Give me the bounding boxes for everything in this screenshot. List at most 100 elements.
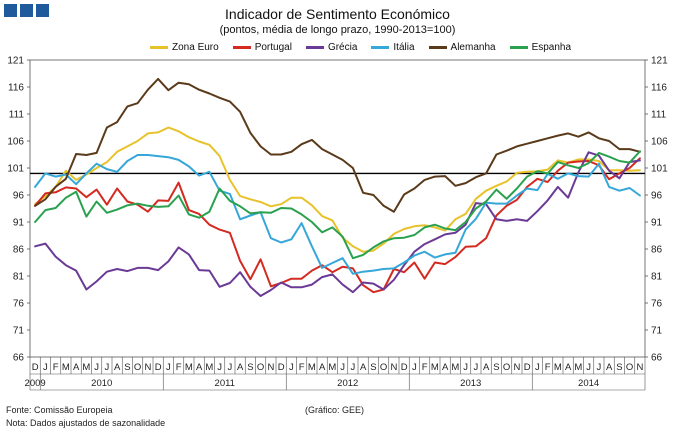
series-line-alemanha bbox=[34, 77, 641, 213]
x-month-label: J bbox=[228, 362, 233, 373]
y-tick-label-left: 81 bbox=[13, 272, 25, 283]
x-month-label: A bbox=[606, 362, 613, 373]
x-month-label: M bbox=[451, 362, 459, 373]
series-line-italia bbox=[34, 154, 641, 275]
x-month-label: A bbox=[237, 362, 244, 373]
y-tick-label-right: 111 bbox=[651, 110, 667, 121]
x-month-label: J bbox=[474, 362, 479, 373]
x-month-label: D bbox=[155, 362, 162, 373]
x-month-label: S bbox=[370, 362, 376, 373]
y-tick-label-right: 76 bbox=[651, 299, 663, 310]
x-month-label: M bbox=[205, 362, 213, 373]
legend-item-italia: Itália bbox=[371, 42, 415, 53]
y-tick-label-left: 101 bbox=[7, 164, 24, 175]
x-month-label: J bbox=[463, 362, 468, 373]
y-tick-label-right: 101 bbox=[651, 164, 668, 175]
x-month-label: N bbox=[267, 362, 274, 373]
x-month-label: M bbox=[431, 362, 439, 373]
legend-label: Grécia bbox=[327, 42, 358, 53]
chart-subtitle: (pontos, média de longo prazo, 1990-2013… bbox=[219, 24, 456, 36]
chart-legend: Zona Euro Portugal Grécia Itália Alemanha Esp… bbox=[150, 42, 571, 53]
x-month-label: A bbox=[319, 362, 326, 373]
y-tick-label-left: 116 bbox=[8, 83, 24, 94]
x-month-label: S bbox=[124, 362, 130, 373]
x-month-label: D bbox=[32, 362, 39, 373]
x-month-label: J bbox=[586, 362, 591, 373]
x-month-label: M bbox=[62, 362, 70, 373]
y-tick-label-left: 76 bbox=[13, 299, 25, 310]
y-tick-label-right: 116 bbox=[651, 83, 667, 94]
x-month-label: F bbox=[545, 362, 551, 373]
x-month-label: O bbox=[626, 362, 633, 373]
corner-square bbox=[4, 4, 17, 17]
corner-square bbox=[20, 4, 33, 17]
year-label: 2010 bbox=[91, 378, 112, 389]
x-month-label: M bbox=[82, 362, 90, 373]
x-month-label: N bbox=[390, 362, 397, 373]
x-month-label: J bbox=[340, 362, 345, 373]
chart-title: Indicador de Sentimento Económico bbox=[225, 6, 450, 22]
x-month-label: M bbox=[554, 362, 562, 373]
y-tick-label-left: 66 bbox=[13, 353, 25, 364]
x-month-label: O bbox=[503, 362, 510, 373]
legend-label: Itália bbox=[393, 42, 415, 53]
y-tick-label-right: 71 bbox=[651, 326, 663, 337]
series-line-espanha bbox=[34, 150, 641, 260]
y-tick-label-right: 121 bbox=[651, 56, 668, 67]
x-month-label: J bbox=[43, 362, 48, 373]
y-tick-label-right: 81 bbox=[651, 272, 663, 283]
x-month-label: O bbox=[380, 362, 387, 373]
legend-item-zona-euro: Zona Euro bbox=[150, 42, 219, 53]
y-tick-label-right: 96 bbox=[651, 191, 663, 202]
x-month-label: A bbox=[483, 362, 490, 373]
legend-item-espanha: Espanha bbox=[509, 42, 571, 53]
x-month-label: O bbox=[134, 362, 141, 373]
year-label: 2014 bbox=[578, 378, 599, 389]
x-month-label: D bbox=[401, 362, 408, 373]
year-label: 2009 bbox=[25, 378, 46, 389]
x-month-label: A bbox=[73, 362, 80, 373]
x-month-label: J bbox=[289, 362, 294, 373]
legend-item-alemanha: Alemanha bbox=[428, 42, 496, 53]
graph-credit: (Gráfico: GEE) bbox=[305, 405, 365, 415]
y-tick-label-left: 106 bbox=[7, 137, 24, 148]
x-month-label: O bbox=[257, 362, 264, 373]
x-month-label: S bbox=[616, 362, 622, 373]
x-month-label: J bbox=[166, 362, 171, 373]
legend-item-portugal: Portugal bbox=[232, 42, 292, 53]
legend-swatch bbox=[150, 46, 168, 49]
x-month-label: F bbox=[299, 362, 305, 373]
legend-swatch bbox=[371, 46, 390, 49]
x-month-label: J bbox=[597, 362, 602, 373]
y-tick-label-right: 106 bbox=[651, 137, 668, 148]
series-line-grecia bbox=[34, 151, 641, 297]
x-month-label: N bbox=[636, 362, 643, 373]
legend-swatch bbox=[509, 46, 528, 49]
x-month-label: J bbox=[94, 362, 99, 373]
y-tick-label-left: 96 bbox=[13, 191, 25, 202]
x-month-label: J bbox=[105, 362, 110, 373]
corner-decoration bbox=[4, 4, 49, 17]
x-month-label: D bbox=[524, 362, 531, 373]
y-tick-label-right: 66 bbox=[651, 353, 663, 364]
legend-swatch bbox=[305, 46, 324, 49]
corner-square bbox=[36, 4, 49, 17]
y-tick-label-left: 121 bbox=[7, 56, 24, 67]
x-month-label: J bbox=[351, 362, 356, 373]
y-tick-label-right: 86 bbox=[651, 245, 663, 256]
x-month-label: M bbox=[574, 362, 582, 373]
x-month-label: D bbox=[278, 362, 285, 373]
legend-label: Portugal bbox=[254, 42, 292, 53]
x-month-label: M bbox=[328, 362, 336, 373]
legend-swatch bbox=[232, 46, 251, 49]
year-label: 2013 bbox=[460, 378, 481, 389]
x-month-label: S bbox=[493, 362, 499, 373]
x-month-label: A bbox=[442, 362, 449, 373]
y-tick-label-left: 111 bbox=[9, 110, 25, 121]
x-month-label: F bbox=[53, 362, 59, 373]
legend-label: Zona Euro bbox=[172, 42, 219, 53]
x-month-label: F bbox=[422, 362, 428, 373]
x-month-label: J bbox=[217, 362, 222, 373]
x-month-label: N bbox=[513, 362, 520, 373]
